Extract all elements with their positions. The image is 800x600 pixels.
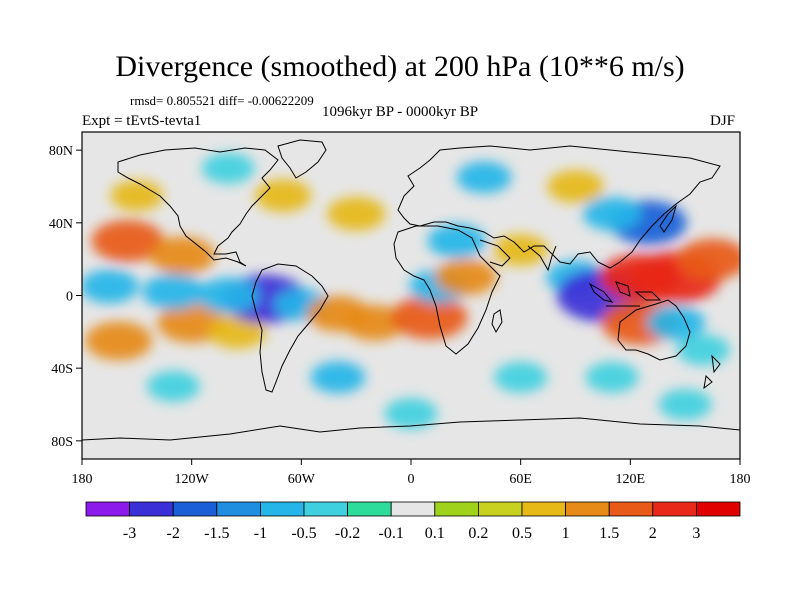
coastline-antarctica: [82, 417, 740, 441]
colorbar-label-7: 0.1: [425, 525, 445, 542]
anomaly-blob-25: [646, 305, 706, 340]
y-tick-label-2: 0: [66, 290, 73, 305]
anomaly-blob-34: [585, 361, 639, 393]
x-tick-label-4: 60E: [509, 472, 532, 487]
colorbar-swatch-7: [390, 501, 436, 517]
anomaly-blob-23: [582, 196, 642, 231]
anomaly-blob-11: [343, 304, 406, 341]
anomaly-blob-1: [149, 236, 216, 275]
anomaly-blob-6: [197, 277, 260, 314]
experiment-text: Expt = tEvtS-tevta1: [82, 113, 202, 129]
colorbar-swatch-8: [434, 501, 479, 517]
anomaly-blob-26: [676, 334, 730, 366]
anomaly-blob-33: [494, 361, 548, 393]
colorbar-swatch-6: [347, 501, 392, 517]
colorbar-label-10: 1: [562, 525, 570, 542]
anomaly-blob-32: [310, 361, 366, 394]
colorbar-swatch-4: [259, 501, 305, 517]
anomaly-blob-7: [142, 273, 205, 310]
coastline-madagascar: [491, 309, 503, 334]
colorbar-swatch-2: [172, 501, 218, 517]
anomaly-blob-28: [254, 179, 312, 213]
coastline-indonesia: [588, 281, 662, 307]
colorbar-swatch-0: [85, 501, 130, 517]
colorbar-swatch-10: [521, 501, 566, 517]
anomaly-blob-16: [493, 234, 549, 267]
anomaly-blob-27: [327, 196, 386, 231]
anomaly-blob-30: [456, 161, 512, 194]
anomaly-blob-0: [91, 220, 165, 262]
coastlines: [82, 139, 740, 441]
anomaly-blob-36: [110, 180, 164, 212]
coastline-new-zealand: [703, 354, 721, 390]
x-tick-label-1: 120W: [175, 472, 210, 487]
anomaly-blob-37: [384, 398, 438, 430]
y-tick-label-3: 40S: [51, 362, 73, 377]
anomaly-blob-35: [146, 370, 200, 402]
map-axes: 180 120W 60W 0 60E 120E 180 80N 40N 0 40S 80S: [49, 144, 751, 487]
coastline-eurasia: [397, 145, 721, 269]
coastline-arabia-india: [479, 239, 557, 272]
x-tick-label-6: 180: [730, 472, 751, 487]
colorbar-label-0: -3: [123, 525, 136, 542]
colorbar-swatch-13: [652, 501, 697, 517]
colorbar-label-9: 0.5: [512, 525, 532, 542]
x-tick-label-5: 120E: [616, 472, 646, 487]
map-panel: [81, 131, 741, 460]
colorbar-label-2: -1.5: [204, 525, 229, 542]
colorbar-label-1: -2: [167, 525, 180, 542]
colorbar-swatch-9: [477, 501, 523, 517]
x-tick-label-3: 0: [408, 472, 415, 487]
coastline-africa: [393, 225, 501, 355]
anomaly-blob-4: [208, 314, 267, 349]
colorbar-label-3: -1: [254, 525, 267, 542]
anomaly-blob-12: [391, 295, 468, 340]
colorbar-swatch-11: [565, 501, 610, 517]
coastline-japan: [659, 204, 678, 233]
anomaly-blob-38: [658, 389, 712, 420]
anomaly-blob-29: [201, 152, 255, 184]
stats-text: rmsd= 0.805521 diff= -0.00622209: [130, 93, 314, 108]
anomaly-blob-15: [427, 224, 486, 258]
anomaly-blob-8: [82, 269, 139, 304]
coastline-greenland: [277, 139, 327, 179]
map-title: Divergence (smoothed) at 200 hPa (10**6 …: [115, 50, 685, 83]
y-tick-label-4: 80S: [51, 435, 73, 450]
colorbar-label-5: -0.2: [335, 525, 360, 542]
colorbar-label-12: 2: [649, 525, 657, 542]
y-tick-label-0: 80N: [49, 144, 73, 159]
anomaly-blob-2: [84, 321, 153, 361]
anomaly-field: [82, 152, 740, 430]
coastline-south-america: [251, 263, 329, 393]
period-text: 1096kyr BP - 0000kyr BP: [322, 104, 479, 120]
coastline-north-america: [117, 147, 279, 267]
colorbar-swatch-5: [303, 501, 348, 517]
coastline-australia: [617, 299, 691, 361]
colorbar-swatch-1: [129, 501, 174, 517]
colorbar-swatch-3: [216, 501, 261, 517]
anomaly-blob-21: [677, 238, 740, 280]
colorbar-label-4: -0.5: [291, 525, 316, 542]
y-tick-label-1: 40N: [49, 217, 73, 232]
colorbar-swatch-12: [608, 501, 654, 517]
colorbar-label-6: -0.1: [379, 525, 404, 542]
colorbar-swatch-14: [696, 501, 741, 517]
colorbar: -3 -2 -1.5 -1 -0.5 -0.2 -0.1 0.1 0.2 0.5 1 1.5 2 3: [85, 501, 741, 542]
anomaly-blob-14: [434, 259, 497, 296]
colorbar-label-13: 3: [692, 525, 700, 542]
colorbar-label-8: 0.2: [468, 525, 488, 542]
anomaly-blob-31: [547, 170, 604, 203]
season-text: DJF: [710, 113, 736, 129]
x-tick-label-2: 60W: [288, 472, 316, 487]
colorbar-label-11: 1.5: [599, 525, 619, 542]
x-tick-label-0: 180: [72, 472, 93, 487]
